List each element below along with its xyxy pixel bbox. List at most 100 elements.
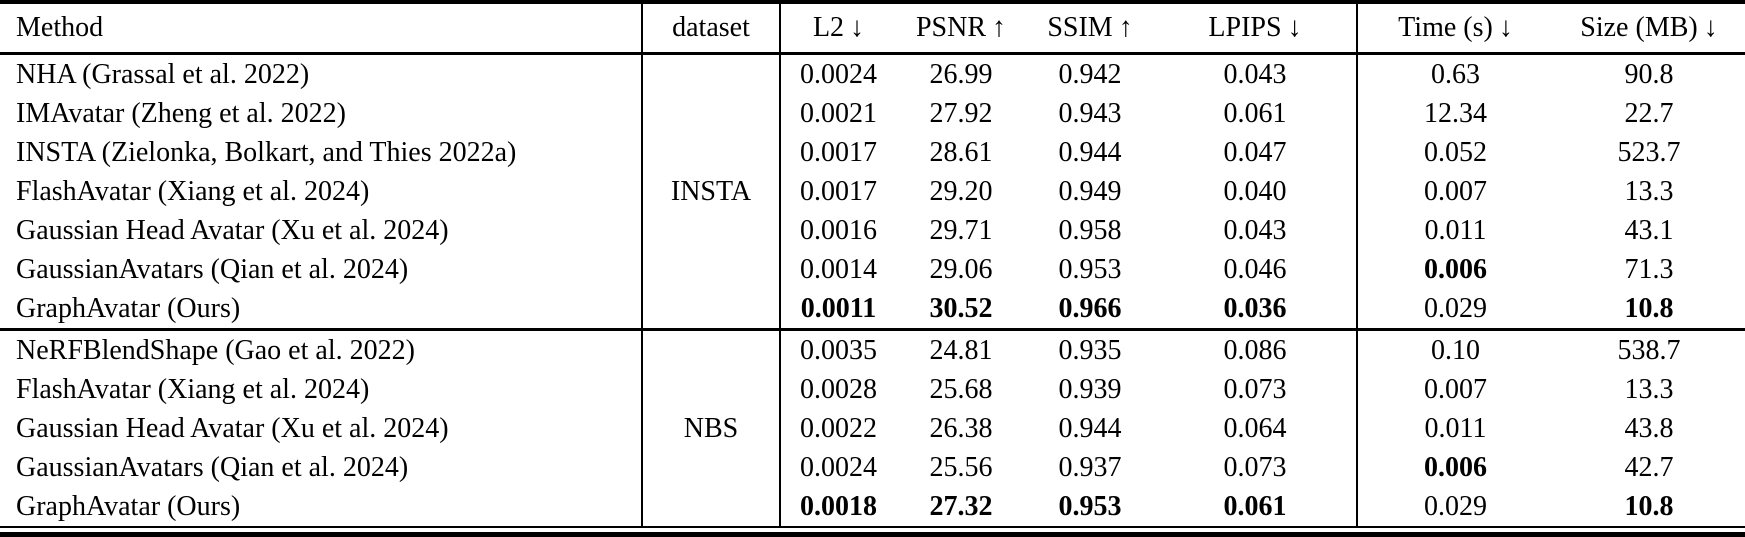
method-cell: FlashAvatar (Xiang et al. 2024) (16, 175, 370, 207)
table-row: Gaussian Head Avatar (Xu et al. 2024) 0.… (0, 409, 1745, 448)
method-cell: GaussianAvatars (Qian et al. 2024) (16, 451, 409, 483)
time-cell: 12.34 (1356, 94, 1553, 133)
psnr-cell: 30.52 (929, 292, 993, 324)
ssim-cell: 0.937 (1058, 451, 1122, 483)
psnr-cell: 29.20 (929, 175, 993, 207)
method-cell: GraphAvatar (Ours) (16, 292, 241, 324)
method-cell: Gaussian Head Avatar (Xu et al. 2024) (16, 214, 449, 246)
size-cell: 71.3 (1624, 253, 1674, 285)
lpips-cell: 0.086 (1154, 328, 1357, 370)
ssim-cell: 0.949 (1058, 175, 1122, 207)
header-row: Method dataset L2 ↓ PSNR ↑ SSIM ↑ LPIPS ↓ Ti… (0, 2, 1745, 55)
ssim-cell: 0.939 (1058, 373, 1122, 405)
l2-cell: 0.0024 (800, 451, 877, 483)
psnr-cell: 25.68 (929, 373, 993, 405)
psnr-cell: 27.32 (929, 490, 993, 522)
psnr-cell: 26.38 (929, 412, 993, 444)
ssim-cell: 0.953 (1058, 253, 1122, 285)
lpips-cell: 0.040 (1223, 175, 1287, 207)
time-cell: 0.006 (1356, 250, 1553, 289)
time-cell: 0.029 (1356, 289, 1553, 330)
l2-cell: 0.0016 (800, 214, 877, 246)
psnr-cell: 28.61 (929, 136, 993, 168)
lpips-cell: 0.061 (1223, 97, 1287, 129)
method-cell: GraphAvatar (Ours) (16, 490, 241, 522)
table-row: FlashAvatar (Xiang et al. 2024) 0.0028 2… (0, 370, 1745, 409)
ssim-cell: 0.942 (1058, 58, 1122, 90)
method-cell: IMAvatar (Zheng et al. 2022) (16, 97, 346, 129)
lpips-cell: 0.047 (1223, 136, 1287, 168)
method-cell: FlashAvatar (Xiang et al. 2024) (16, 373, 370, 405)
col-header-method: Method (0, 2, 642, 55)
size-cell: 10.8 (1624, 490, 1674, 522)
l2-cell: 0.0011 (800, 292, 877, 324)
lpips-cell: 0.046 (1223, 253, 1287, 285)
ssim-cell: 0.944 (1058, 136, 1122, 168)
table-row: GaussianAvatars (Qian et al. 2024) 0.001… (0, 250, 1745, 289)
l2-cell: 0.0022 (800, 412, 877, 444)
table-row: NeRFBlendShape (Gao et al. 2022) NBS 0.0… (0, 328, 1745, 527)
size-cell: 523.7 (1617, 136, 1681, 168)
lpips-cell: 0.064 (1223, 412, 1287, 444)
psnr-cell: 27.92 (929, 97, 993, 129)
down-arrow-icon: ↓ (1498, 12, 1513, 43)
up-arrow-icon: ↑ (1118, 12, 1133, 43)
time-cell: 0.006 (1356, 448, 1553, 487)
method-cell: NeRFBlendShape (Gao et al. 2022) (0, 328, 642, 370)
psnr-cell: 29.71 (929, 214, 993, 246)
col-header-lpips: LPIPS ↓ (1154, 2, 1357, 55)
method-cell: GaussianAvatars (Qian et al. 2024) (16, 253, 409, 285)
l2-cell: 0.0024 (800, 58, 877, 90)
l2-cell: 0.0028 (800, 373, 877, 405)
col-header-dataset-label: dataset (672, 12, 750, 43)
dataset-cell: NBS (641, 328, 781, 527)
lpips-cell: 0.061 (1223, 490, 1287, 522)
size-cell: 22.7 (1624, 97, 1674, 129)
ssim-cell: 0.944 (1058, 412, 1122, 444)
ssim-cell: 0.943 (1058, 97, 1122, 129)
table-row: GraphAvatar (Ours) 0.0018 27.32 0.953 0.… (0, 487, 1745, 527)
l2-cell: 0.0018 (800, 490, 877, 522)
size-cell: 13.3 (1624, 175, 1674, 207)
ssim-cell: 0.953 (1058, 490, 1122, 522)
size-cell: 43.8 (1624, 412, 1674, 444)
time-cell: 0.029 (1356, 487, 1553, 527)
lpips-cell: 0.043 (1223, 214, 1287, 246)
col-header-ssim-label: SSIM (1047, 12, 1113, 43)
col-header-size: Size (MB) ↓ (1553, 2, 1745, 55)
time-cell: 0.011 (1356, 409, 1553, 448)
table-row: GaussianAvatars (Qian et al. 2024) 0.002… (0, 448, 1745, 487)
down-arrow-icon: ↓ (1703, 12, 1718, 43)
l2-cell: 0.0014 (800, 253, 877, 285)
l2-cell: 0.0017 (800, 136, 877, 168)
l2-cell: 0.0021 (800, 97, 877, 129)
col-header-l2: L2 ↓ (780, 2, 896, 55)
col-header-psnr-label: PSNR (915, 12, 987, 43)
time-cell: 0.63 (1356, 53, 1553, 94)
ssim-cell: 0.935 (1026, 328, 1154, 370)
col-header-lpips-label: LPIPS (1208, 12, 1282, 43)
table-row: Gaussian Head Avatar (Xu et al. 2024) 0.… (0, 211, 1745, 250)
size-cell: 42.7 (1624, 451, 1674, 483)
col-header-time: Time (s) ↓ (1356, 2, 1553, 55)
time-cell: 0.10 (1356, 328, 1553, 370)
table-row: IMAvatar (Zheng et al. 2022) 0.0021 27.9… (0, 94, 1745, 133)
col-header-dataset: dataset (641, 2, 781, 55)
col-header-psnr: PSNR ↑ (896, 2, 1026, 55)
time-cell: 0.052 (1356, 133, 1553, 172)
size-cell: 538.7 (1553, 328, 1745, 370)
method-cell: NHA (Grassal et al. 2022) (16, 58, 310, 90)
lpips-cell: 0.036 (1223, 292, 1287, 324)
dataset-cell: INSTA (641, 53, 781, 330)
size-cell: 43.1 (1624, 214, 1674, 246)
col-header-method-label: Method (16, 12, 104, 43)
size-cell: 13.3 (1624, 373, 1674, 405)
lpips-cell: 0.073 (1223, 451, 1287, 483)
lpips-cell: 0.043 (1223, 58, 1287, 90)
time-cell: 0.007 (1356, 370, 1553, 409)
size-cell: 90.8 (1624, 58, 1674, 90)
time-cell: 0.007 (1356, 172, 1553, 211)
psnr-cell: 24.81 (896, 328, 1026, 370)
ssim-cell: 0.958 (1058, 214, 1122, 246)
method-cell: INSTA (Zielonka, Bolkart, and Thies 2022… (16, 136, 517, 168)
